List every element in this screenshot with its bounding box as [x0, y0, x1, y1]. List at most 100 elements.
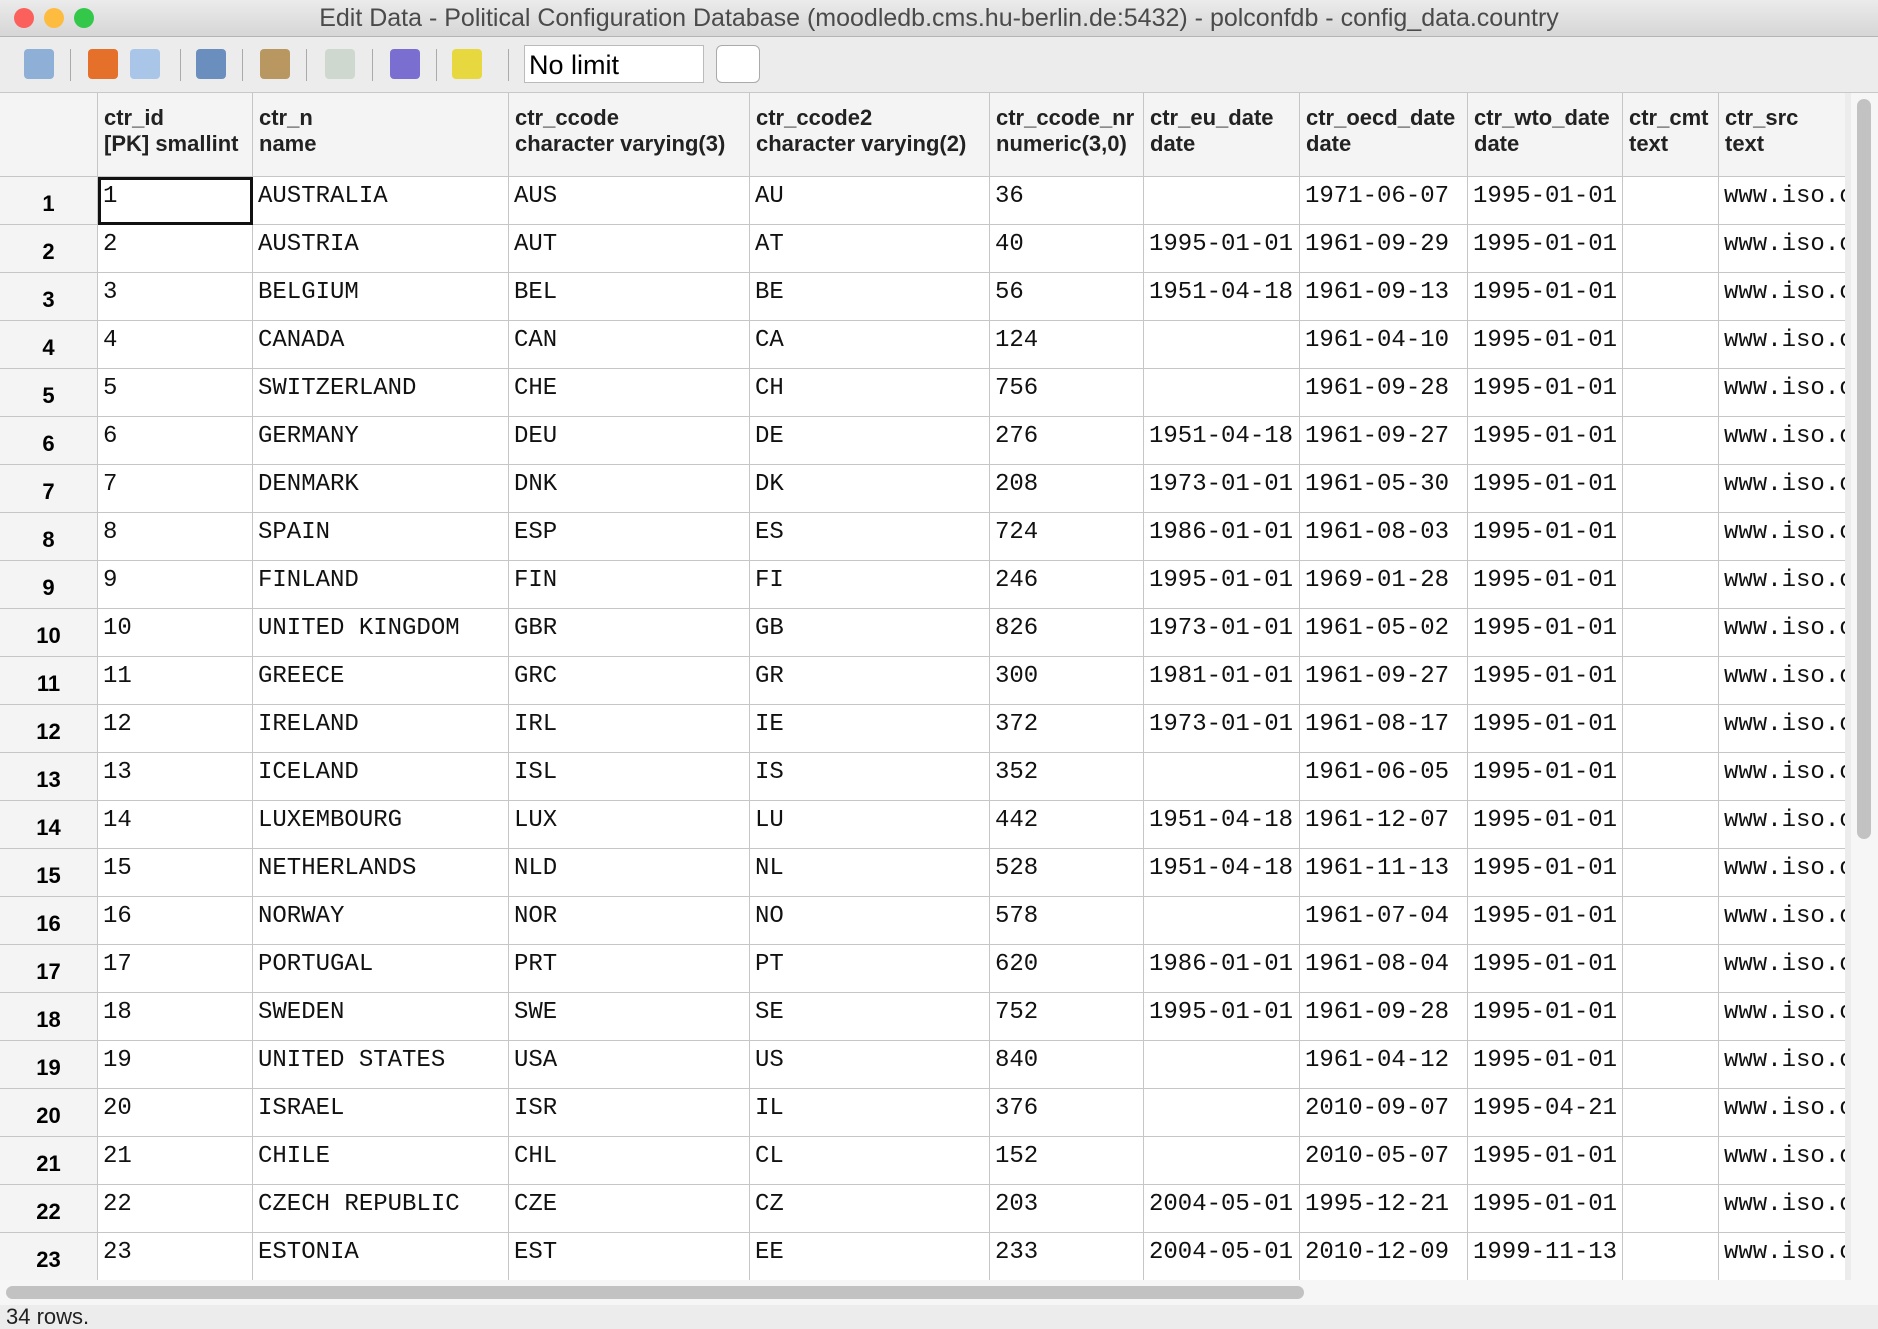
cell[interactable]: 1995-04-21 [1468, 1089, 1623, 1137]
cell[interactable]: SE [750, 993, 990, 1041]
cell[interactable]: CZECH REPUBLIC [253, 1185, 509, 1233]
cell[interactable]: SWE [509, 993, 750, 1041]
cell[interactable]: www.iso.org [1719, 753, 1845, 801]
cell[interactable]: 11 [98, 657, 253, 705]
cell[interactable]: www.iso.org [1719, 561, 1845, 609]
cell[interactable]: CHILE [253, 1137, 509, 1185]
cell[interactable]: 19 [98, 1041, 253, 1089]
cell[interactable]: GRC [509, 657, 750, 705]
cell[interactable]: NORWAY [253, 897, 509, 945]
cell[interactable]: www.iso.org [1719, 273, 1845, 321]
cell[interactable]: GB [750, 609, 990, 657]
column-header[interactable]: ctr_oecd_date date [1300, 93, 1468, 177]
cell[interactable]: www.iso.org [1719, 897, 1845, 945]
cell[interactable]: 1951-04-18 [1144, 417, 1300, 465]
column-header[interactable]: ctr_wto_date date [1468, 93, 1623, 177]
column-header[interactable]: ctr_id [PK] smallint [98, 93, 253, 177]
cell[interactable] [1623, 417, 1719, 465]
cell[interactable]: 1995-01-01 [1468, 993, 1623, 1041]
cell[interactable]: EST [509, 1233, 750, 1280]
cell[interactable] [1623, 945, 1719, 993]
cell[interactable]: www.iso.org [1719, 1041, 1845, 1089]
cell[interactable]: 2004-05-01 [1144, 1233, 1300, 1280]
cell[interactable]: SWITZERLAND [253, 369, 509, 417]
cell[interactable]: ISRAEL [253, 1089, 509, 1137]
cell[interactable]: BELGIUM [253, 273, 509, 321]
cell[interactable] [1144, 369, 1300, 417]
cell[interactable]: CANADA [253, 321, 509, 369]
cell[interactable] [1144, 897, 1300, 945]
cell[interactable]: 1961-04-10 [1300, 321, 1468, 369]
cell[interactable] [1623, 801, 1719, 849]
cell[interactable]: 1995-01-01 [1468, 849, 1623, 897]
cell[interactable]: 1961-05-02 [1300, 609, 1468, 657]
cell[interactable]: NOR [509, 897, 750, 945]
cell[interactable]: 1995-12-21 [1300, 1185, 1468, 1233]
copy-button[interactable] [196, 49, 226, 79]
cell[interactable]: CH [750, 369, 990, 417]
cell[interactable]: CZ [750, 1185, 990, 1233]
cell[interactable]: FI [750, 561, 990, 609]
cell[interactable]: 6 [98, 417, 253, 465]
cell[interactable]: 1973-01-01 [1144, 705, 1300, 753]
cell[interactable]: 1973-01-01 [1144, 465, 1300, 513]
help-button[interactable] [452, 49, 482, 79]
cell[interactable]: www.iso.org [1719, 513, 1845, 561]
column-header[interactable]: ctr_ccode_nr numeric(3,0) [990, 93, 1144, 177]
cell[interactable]: AUT [509, 225, 750, 273]
cell[interactable]: 152 [990, 1137, 1144, 1185]
cell[interactable]: 10 [98, 609, 253, 657]
cell[interactable]: 1961-08-03 [1300, 513, 1468, 561]
cell[interactable]: 5 [98, 369, 253, 417]
cell[interactable]: 1995-01-01 [1468, 225, 1623, 273]
cell[interactable]: www.iso.org [1719, 369, 1845, 417]
cell[interactable]: GR [750, 657, 990, 705]
cell[interactable] [1623, 897, 1719, 945]
cell[interactable]: 300 [990, 657, 1144, 705]
cell[interactable]: ESTONIA [253, 1233, 509, 1280]
cell[interactable]: IRL [509, 705, 750, 753]
cell[interactable]: www.iso.org [1719, 225, 1845, 273]
cell[interactable]: 2 [98, 225, 253, 273]
cell[interactable]: www.iso.org [1719, 177, 1845, 225]
cell[interactable]: 1995-01-01 [1468, 753, 1623, 801]
cell[interactable]: AT [750, 225, 990, 273]
cell[interactable]: 1995-01-01 [1468, 705, 1623, 753]
column-header[interactable]: ctr_src text [1719, 93, 1845, 177]
cell[interactable]: 376 [990, 1089, 1144, 1137]
cell[interactable]: 21 [98, 1137, 253, 1185]
cell[interactable]: US [750, 1041, 990, 1089]
cell[interactable]: 1961-09-27 [1300, 657, 1468, 705]
cell[interactable] [1144, 1089, 1300, 1137]
cell[interactable]: 528 [990, 849, 1144, 897]
cell[interactable]: www.iso.org [1719, 321, 1845, 369]
filter-button[interactable] [390, 49, 420, 79]
cell[interactable]: www.iso.org [1719, 1137, 1845, 1185]
cell[interactable]: 23 [98, 1233, 253, 1280]
cell[interactable]: LUXEMBOURG [253, 801, 509, 849]
cell[interactable]: 4 [98, 321, 253, 369]
cell[interactable]: 124 [990, 321, 1144, 369]
cell[interactable] [1623, 465, 1719, 513]
cell[interactable]: 17 [98, 945, 253, 993]
cell[interactable]: IRELAND [253, 705, 509, 753]
cell[interactable]: USA [509, 1041, 750, 1089]
cell[interactable]: 1961-09-13 [1300, 273, 1468, 321]
cell[interactable]: 1995-01-01 [1468, 465, 1623, 513]
cell[interactable]: UNITED STATES [253, 1041, 509, 1089]
cell[interactable]: DK [750, 465, 990, 513]
cell[interactable]: CZE [509, 1185, 750, 1233]
cell[interactable] [1623, 273, 1719, 321]
cell[interactable] [1144, 321, 1300, 369]
cell[interactable]: 578 [990, 897, 1144, 945]
cell[interactable]: BE [750, 273, 990, 321]
cell[interactable]: DE [750, 417, 990, 465]
cell[interactable]: ISR [509, 1089, 750, 1137]
cell[interactable]: ISL [509, 753, 750, 801]
cell[interactable]: 246 [990, 561, 1144, 609]
cell[interactable]: 1995-01-01 [1144, 561, 1300, 609]
cell[interactable]: GBR [509, 609, 750, 657]
cell[interactable]: CA [750, 321, 990, 369]
cell[interactable]: DEU [509, 417, 750, 465]
cell[interactable]: BEL [509, 273, 750, 321]
